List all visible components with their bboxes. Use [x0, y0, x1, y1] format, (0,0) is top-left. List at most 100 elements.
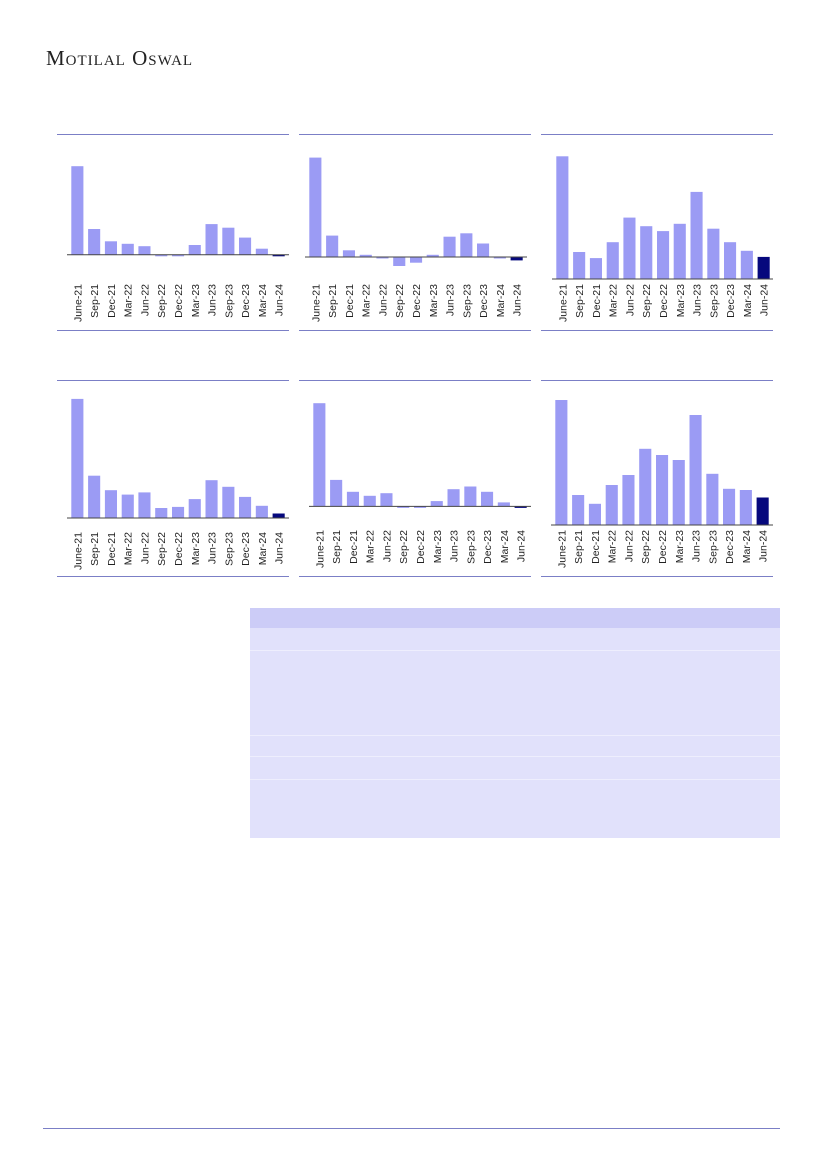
bar-jun-23 — [205, 224, 218, 255]
x-tick-label: Sep-22 — [398, 530, 410, 564]
bar-dec-21 — [104, 241, 117, 255]
chart-top-rule — [541, 134, 773, 135]
bar-sep-22 — [393, 257, 406, 266]
chart-top-rule — [57, 380, 289, 381]
x-tick-label: Sep-23 — [461, 284, 473, 318]
x-tick-label: Dec-21 — [591, 284, 603, 318]
bar-mar-22 — [605, 485, 618, 525]
chart-bottom-rule — [541, 576, 773, 577]
x-tick-label: Dec-22 — [173, 532, 185, 566]
bar-jun-24 — [272, 254, 285, 257]
summary-table — [250, 608, 780, 838]
x-tick-label: Dec-22 — [658, 284, 670, 318]
footer-rule — [43, 1128, 780, 1129]
bar-mar-23 — [188, 499, 201, 518]
x-tick-label: Sep-23 — [465, 530, 477, 564]
brand-logo: Motilal Oswal — [46, 46, 194, 70]
bar-dec-21 — [589, 258, 602, 279]
bar-jun-22 — [623, 217, 636, 279]
bar-jun-22 — [380, 493, 393, 507]
bar-sep-23 — [706, 473, 719, 526]
x-tick-label: Mar-23 — [190, 532, 202, 565]
bar-jun-24 — [510, 257, 523, 261]
x-tick-label: Dec-21 — [590, 530, 602, 564]
bar-jun-22 — [376, 257, 389, 259]
bar-dec-22 — [414, 506, 427, 508]
bar-dec-23 — [239, 237, 252, 255]
x-tick-label: Mar-23 — [674, 530, 686, 563]
x-tick-label: Mar-22 — [361, 284, 373, 317]
x-tick-label: Jun-22 — [378, 284, 390, 316]
bar-mar-22 — [359, 254, 372, 258]
bar-dec-21 — [346, 491, 359, 507]
bar-jun-24 — [272, 513, 285, 518]
bar-mar-23 — [426, 254, 439, 258]
x-tick-label: Sep-21 — [89, 532, 101, 566]
x-tick-label: Sep-23 — [707, 530, 719, 564]
x-tick-label: June-21 — [556, 530, 568, 568]
x-tick-label: Mar-23 — [190, 284, 202, 317]
bar-dec-22 — [410, 257, 423, 263]
chart-panel-5: June-21 Sep-21 Dec-21 Mar-22 Jun-22 Sep-22 Dec… — [299, 380, 531, 577]
x-tick-label: Mar-23 — [432, 530, 444, 563]
bar-mar-22 — [606, 242, 619, 279]
bar-mar-22 — [121, 494, 134, 518]
x-tick-label: Jun-24 — [759, 284, 771, 316]
chart-bottom-rule — [57, 330, 289, 331]
chart-panel-3: June-21 Sep-21 Dec-21 Mar-22 Jun-22 Sep-22 Dec… — [541, 134, 773, 331]
bar-sep-23 — [222, 486, 235, 518]
bar-jun-24 — [514, 506, 527, 508]
x-tick-label: Mar-24 — [257, 284, 269, 317]
x-tick-label: Dec-23 — [482, 530, 494, 564]
bar-chart-2: June-21 Sep-21 Dec-21 Mar-22 Jun-22 Sep-22 Dec… — [305, 157, 527, 322]
bar-dec-21 — [342, 250, 355, 258]
chart-panel-4: June-21 Sep-21 Dec-21 Mar-22 Jun-22 Sep-22 Dec… — [57, 380, 289, 577]
table-header — [250, 608, 780, 628]
table-row — [250, 651, 780, 736]
x-tick-label: Mar-22 — [607, 530, 619, 563]
bar-jun-23 — [689, 415, 702, 525]
x-tick-label: Mar-24 — [741, 530, 753, 563]
bar-dec-21 — [588, 503, 601, 526]
x-tick-label: Mar-23 — [675, 284, 687, 317]
chart-panel-2: June-21 Sep-21 Dec-21 Mar-22 Jun-22 Sep-22 Dec… — [299, 134, 531, 331]
x-tick-label: Mar-22 — [123, 284, 135, 317]
bar-chart-3: June-21 Sep-21 Dec-21 Mar-22 Jun-22 Sep-22 Dec… — [552, 156, 773, 322]
x-tick-label: Jun-24 — [512, 284, 524, 316]
x-tick-label: Dec-22 — [173, 284, 185, 318]
bar-jun-22 — [138, 246, 151, 255]
x-tick-label: Dec-21 — [106, 284, 118, 318]
bar-june-21 — [71, 398, 84, 518]
bar-june-21 — [555, 400, 568, 525]
x-tick-label: Sep-22 — [640, 530, 652, 564]
bar-sep-23 — [460, 233, 473, 257]
bar-mar-24 — [739, 490, 752, 525]
bar-mar-23 — [673, 223, 686, 279]
bar-mar-24 — [255, 248, 268, 255]
bar-dec-23 — [723, 488, 736, 526]
x-tick-label: Mar-23 — [428, 284, 440, 317]
x-tick-label: Sep-21 — [574, 284, 586, 318]
x-tick-label: Jun-23 — [207, 532, 219, 564]
bar-mar-23 — [430, 501, 443, 507]
x-tick-label: Dec-23 — [725, 284, 737, 318]
bar-mar-23 — [672, 460, 685, 525]
bar-mar-24 — [493, 257, 506, 259]
chart-bottom-rule — [299, 576, 531, 577]
bar-dec-22 — [657, 231, 670, 279]
chart-top-rule — [57, 134, 289, 135]
x-tick-label: Dec-23 — [724, 530, 736, 564]
chart-bottom-rule — [541, 330, 773, 331]
bar-jun-24 — [756, 497, 769, 525]
x-tick-label: Jun-24 — [274, 284, 286, 316]
x-tick-label: Mar-24 — [499, 530, 511, 563]
x-tick-label: Jun-22 — [624, 530, 636, 562]
x-tick-label: June-21 — [72, 284, 84, 322]
bar-jun-23 — [443, 236, 456, 257]
x-tick-label: Sep-22 — [156, 284, 168, 318]
bar-dec-23 — [477, 243, 490, 258]
x-tick-label: Jun-22 — [140, 284, 152, 316]
bar-sep-22 — [640, 226, 653, 279]
bar-jun-24 — [757, 256, 770, 279]
bar-dec-22 — [172, 254, 185, 257]
